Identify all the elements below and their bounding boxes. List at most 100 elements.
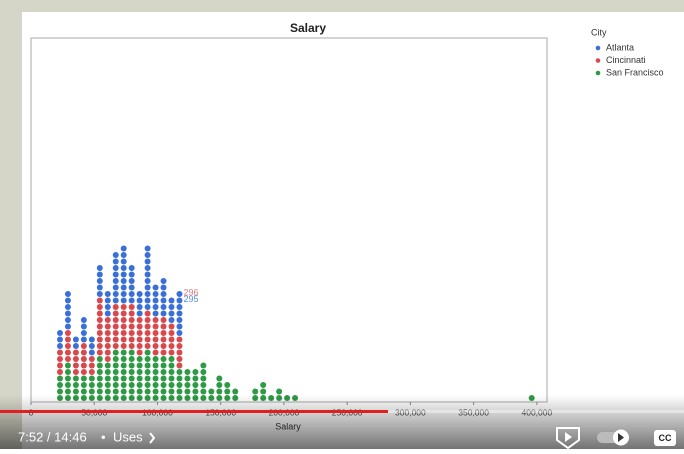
dot (88, 362, 95, 369)
dot (112, 278, 119, 284)
dot (104, 336, 111, 343)
dot (112, 258, 119, 265)
chapter-title[interactable]: Uses (113, 429, 143, 444)
dot (136, 310, 143, 317)
dot (120, 323, 127, 330)
dot (160, 349, 167, 356)
dot (120, 369, 127, 375)
dot (176, 375, 183, 382)
dot (112, 317, 119, 323)
autoplay-badge[interactable] (556, 427, 580, 450)
dot (112, 323, 119, 330)
dot (168, 336, 175, 343)
dot (136, 362, 143, 369)
chart-title: Salary (290, 21, 326, 35)
dot (152, 310, 159, 317)
dot (96, 323, 103, 330)
dot (120, 245, 127, 252)
progress-played[interactable] (0, 410, 388, 413)
dot (80, 343, 87, 349)
dot (120, 382, 127, 388)
dot (176, 310, 183, 317)
dot (64, 297, 71, 304)
dot (112, 284, 119, 291)
dot (160, 369, 167, 375)
dot (168, 304, 175, 310)
dot (176, 304, 183, 310)
dot (216, 388, 223, 395)
dot (104, 310, 111, 317)
dot-stack (160, 278, 167, 317)
dot (128, 323, 135, 330)
dot (120, 304, 127, 310)
legend-label: Atlanta (606, 42, 634, 52)
dot (88, 369, 95, 375)
dot (96, 330, 103, 336)
dot (96, 336, 103, 343)
dot (80, 336, 87, 343)
dot (168, 356, 175, 362)
dot (112, 362, 119, 369)
dot (160, 330, 167, 336)
dot (144, 369, 151, 375)
dot (208, 388, 215, 395)
dot (80, 382, 87, 388)
dot (224, 382, 231, 388)
dot (104, 330, 111, 336)
cc-label[interactable]: CC (659, 433, 672, 443)
cc-button[interactable] (654, 430, 676, 446)
separator: • (101, 429, 106, 444)
dot-stack (56, 349, 63, 375)
dot (88, 336, 95, 343)
dot (64, 304, 71, 310)
dot-stack (88, 336, 95, 356)
dot (56, 362, 63, 369)
dot (176, 343, 183, 349)
dot (96, 304, 103, 310)
dot-stack (144, 310, 151, 349)
dot (112, 349, 119, 356)
dot-stack (96, 265, 103, 297)
dot (64, 362, 71, 369)
dot (252, 388, 259, 395)
dot (112, 356, 119, 362)
dot (128, 388, 135, 395)
dot (136, 388, 143, 395)
dot-stack (144, 245, 151, 310)
dot (168, 382, 175, 388)
dot (96, 362, 103, 369)
dot (224, 388, 231, 395)
dot (160, 278, 167, 284)
dot (112, 265, 119, 271)
chapter-chevron[interactable] (149, 432, 156, 444)
dot (144, 356, 151, 362)
dot (160, 382, 167, 388)
dot-stack (176, 336, 183, 369)
dot (96, 291, 103, 297)
dot (160, 336, 167, 343)
dot (120, 317, 127, 323)
dot (56, 369, 63, 375)
dot (120, 278, 127, 284)
dot (120, 362, 127, 369)
dot (128, 362, 135, 369)
autoplay-toggle[interactable] (597, 429, 629, 446)
dot (144, 258, 151, 265)
dot (136, 297, 143, 304)
dot (176, 336, 183, 343)
dot (160, 291, 167, 297)
dot (128, 310, 135, 317)
dot (144, 245, 151, 252)
dot (80, 369, 87, 375)
dot (128, 382, 135, 388)
dot (160, 362, 167, 369)
dot (192, 382, 199, 388)
dot (56, 388, 63, 395)
dot-stack (96, 356, 103, 401)
dot (104, 343, 111, 349)
dot (136, 304, 143, 310)
dot (136, 349, 143, 356)
dot (160, 343, 167, 349)
dot (104, 356, 111, 362)
